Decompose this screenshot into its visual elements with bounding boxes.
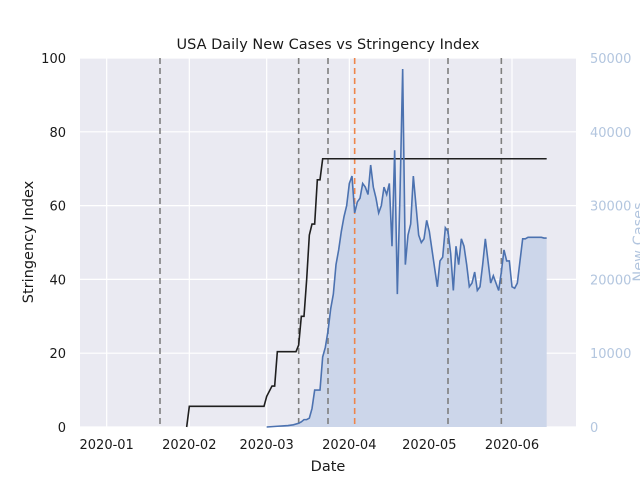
y-right-tick-label: 20000 <box>590 273 631 288</box>
y-right-tick-label: 10000 <box>590 347 631 362</box>
x-axis-label: Date <box>311 459 346 475</box>
y-right-tick-label: 40000 <box>590 126 631 141</box>
y-left-tick-label: 0 <box>58 421 66 436</box>
x-axis-ticks: 2020-01 2020-02 2020-03 2020-04 2020-05 2020-… <box>80 438 540 453</box>
x-tick-label: 2020-06 <box>485 438 539 453</box>
y-left-tick-label: 40 <box>49 273 66 288</box>
stringency-line <box>185 157 547 428</box>
y-left-axis-label: Stringency Index <box>21 180 37 303</box>
cases-area-layer <box>266 69 547 427</box>
x-tick-label: 2020-01 <box>80 438 134 453</box>
y-left-tick-label: 100 <box>41 52 66 67</box>
new-cases-line <box>266 69 547 428</box>
y-right-tick-label: 0 <box>590 421 598 436</box>
y-left-axis-ticks: 0 20 40 60 80 100 <box>41 52 66 436</box>
y-left-tick-label: 60 <box>49 200 66 215</box>
x-tick-label: 2020-04 <box>322 438 376 453</box>
x-tick-label: 2020-03 <box>240 438 294 453</box>
y-right-tick-label: 30000 <box>590 200 631 215</box>
series-lines <box>185 69 547 428</box>
chart-title: USA Daily New Cases vs Stringency Index <box>176 37 479 53</box>
y-left-tick-label: 80 <box>49 126 66 141</box>
cases-area-fill <box>266 69 547 427</box>
y-left-tick-label: 20 <box>49 347 66 362</box>
event-lines <box>159 58 503 427</box>
y-right-axis-ticks: 0 10000 20000 30000 40000 50000 <box>590 52 631 436</box>
y-right-axis-label: New Cases <box>631 202 640 281</box>
y-right-tick-label: 50000 <box>590 52 631 67</box>
x-tick-label: 2020-02 <box>162 438 216 453</box>
x-tick-label: 2020-05 <box>402 438 456 453</box>
